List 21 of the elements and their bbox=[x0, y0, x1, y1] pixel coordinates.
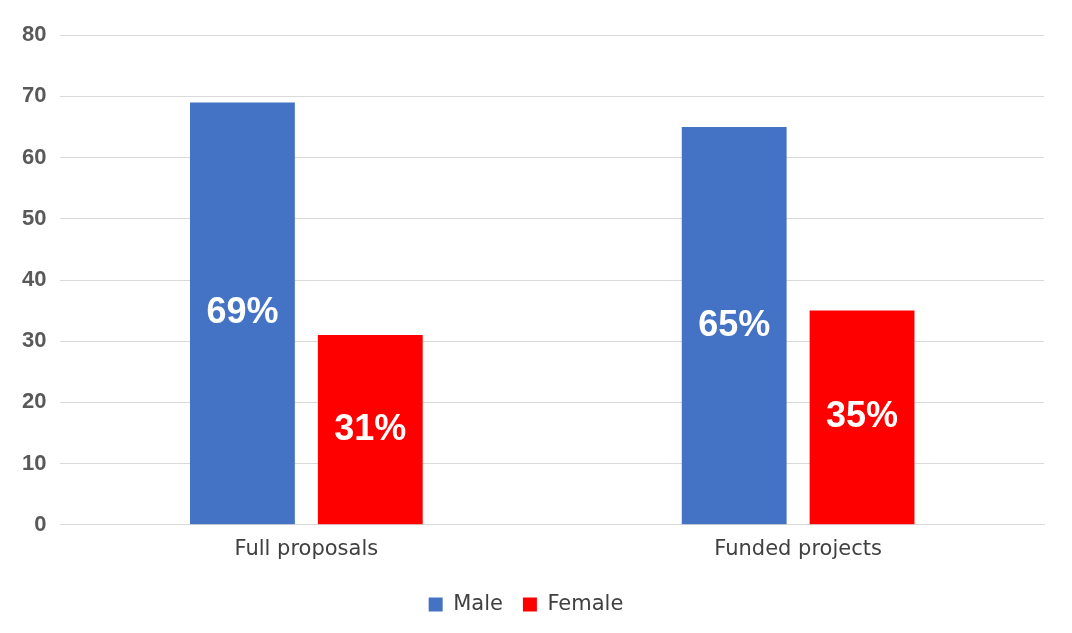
data-label: 65% bbox=[698, 302, 771, 344]
y-tick-label: 0 bbox=[34, 510, 47, 536]
y-tick-label: 20 bbox=[21, 388, 47, 414]
x-tick-label: Funded projects bbox=[714, 535, 882, 560]
legend-label: Female bbox=[547, 590, 624, 615]
x-tick-label: Full proposals bbox=[234, 535, 379, 560]
bar bbox=[809, 310, 915, 525]
data-label: 35% bbox=[826, 394, 899, 436]
bar bbox=[317, 335, 423, 525]
y-tick-label: 40 bbox=[21, 266, 47, 292]
bar bbox=[190, 102, 295, 525]
bar bbox=[681, 127, 787, 525]
y-tick-label: 80 bbox=[21, 21, 47, 47]
data-label: 69% bbox=[206, 290, 279, 332]
legend-label: Male bbox=[453, 590, 503, 615]
y-tick-label: 60 bbox=[21, 143, 47, 169]
data-label: 31% bbox=[334, 406, 407, 448]
y-tick-label: 70 bbox=[21, 82, 47, 108]
y-tick-label: 10 bbox=[21, 449, 47, 475]
y-tick-label: 50 bbox=[21, 204, 47, 230]
y-tick-label: 30 bbox=[21, 327, 47, 353]
